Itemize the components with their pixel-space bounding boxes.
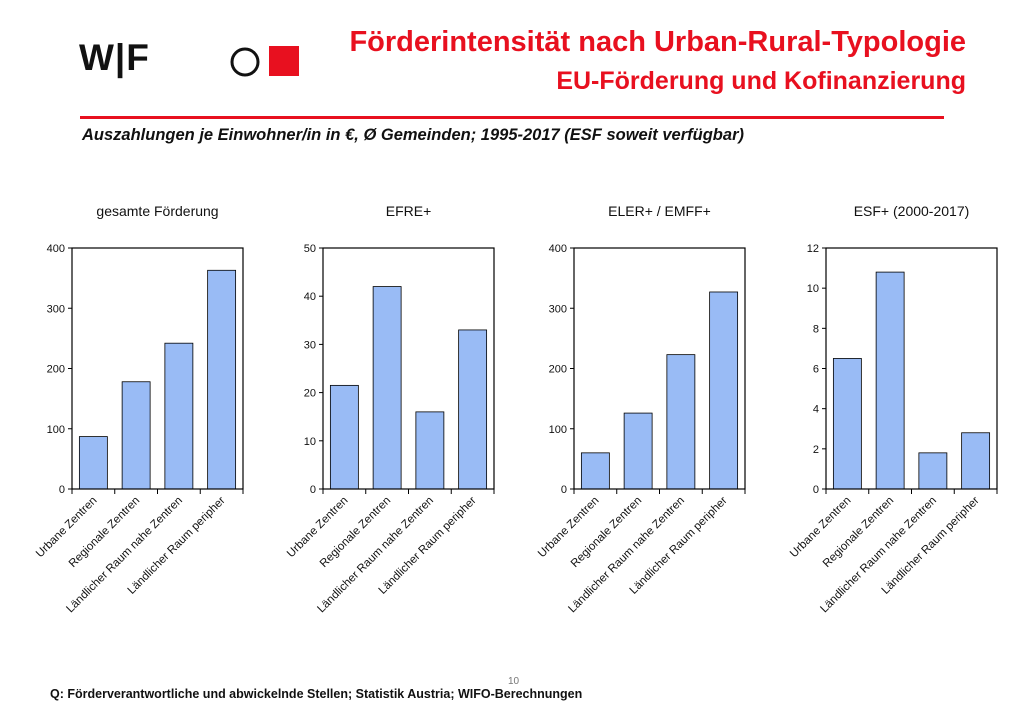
bar <box>961 432 991 490</box>
title-divider <box>80 116 944 119</box>
y-tick-label: 30 <box>304 339 316 351</box>
category-label: Regionale Zentren <box>569 495 644 570</box>
category-label: Regionale Zentren <box>821 495 896 570</box>
bar <box>207 269 237 490</box>
bar <box>329 384 359 490</box>
page-number: 10 <box>508 676 520 687</box>
bar <box>832 358 862 490</box>
y-tick-label: 400 <box>549 243 567 255</box>
bar <box>666 354 696 490</box>
y-tick-label: 400 <box>47 243 65 255</box>
category-label: Regionale Zentren <box>318 495 393 570</box>
category-label: Regionale Zentren <box>67 495 142 570</box>
bar <box>875 271 905 490</box>
chart-title: EFRE+ <box>386 203 432 219</box>
bar <box>580 452 610 490</box>
y-tick-label: 12 <box>807 243 819 255</box>
y-tick-label: 10 <box>807 283 819 295</box>
y-tick-label: 0 <box>813 484 819 496</box>
bar <box>372 286 402 490</box>
wifo-logo: W|F <box>79 37 299 78</box>
chart-title: gesamte Förderung <box>96 203 218 219</box>
logo-text: W|F <box>79 37 150 78</box>
bar <box>918 452 948 490</box>
source-note: Q: Förderverantwortliche und abwickelnde… <box>50 687 583 701</box>
y-tick-label: 50 <box>304 243 316 255</box>
y-tick-label: 10 <box>304 436 316 448</box>
y-tick-label: 20 <box>304 388 316 400</box>
chart-title: ESF+ (2000-2017) <box>854 203 970 219</box>
logo-square-icon <box>269 46 299 76</box>
chart-title: ELER+ / EMFF+ <box>608 203 711 219</box>
bar <box>458 329 488 490</box>
bar <box>164 342 194 490</box>
page-subtitle: EU-Förderung und Kofinanzierung <box>556 67 966 95</box>
y-tick-label: 40 <box>304 291 316 303</box>
bar <box>121 381 151 490</box>
y-tick-label: 6 <box>813 364 819 376</box>
y-tick-label: 0 <box>310 484 316 496</box>
y-tick-label: 100 <box>47 424 65 436</box>
y-tick-label: 2 <box>813 444 819 456</box>
y-tick-label: 8 <box>813 323 819 335</box>
y-tick-label: 0 <box>59 484 65 496</box>
y-tick-label: 200 <box>549 364 567 376</box>
y-tick-label: 300 <box>549 303 567 315</box>
bar <box>623 412 653 490</box>
bar <box>709 291 739 490</box>
y-tick-label: 100 <box>549 424 567 436</box>
y-tick-label: 0 <box>561 484 567 496</box>
y-tick-label: 4 <box>813 404 819 416</box>
chart-subtitle: Auszahlungen je Einwohner/in in €, Ø Gem… <box>82 126 744 144</box>
page-title: Förderintensität nach Urban-Rural-Typolo… <box>349 26 966 58</box>
y-tick-label: 300 <box>47 303 65 315</box>
logo-circle-icon <box>230 47 260 77</box>
bar <box>415 411 445 490</box>
bar <box>78 436 108 490</box>
y-tick-label: 200 <box>47 364 65 376</box>
